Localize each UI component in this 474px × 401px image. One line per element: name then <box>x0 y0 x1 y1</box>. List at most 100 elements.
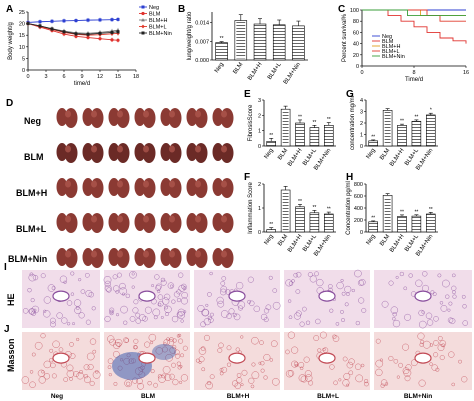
y-tick-label: 1 <box>360 133 363 139</box>
lung-lobe-left <box>56 178 68 196</box>
alveolus <box>217 300 225 308</box>
survival-chart: 0 20 40 60 80 100 0 8 16 Time/d Percent survival% N… <box>342 8 469 83</box>
alveolus <box>418 379 426 387</box>
alveolus <box>164 312 169 317</box>
data-point <box>86 32 90 36</box>
legend-label: Neg <box>382 34 392 40</box>
y-tick-label: 2 <box>360 121 363 127</box>
legend-marker <box>141 5 145 9</box>
bronchiole <box>52 290 70 302</box>
alveolus <box>447 317 454 323</box>
y-tick-label: 100 <box>350 8 359 14</box>
alveolus <box>381 300 389 308</box>
y-tick-label: 1 <box>258 206 261 212</box>
histology-col-label-blm: BLM <box>141 393 155 400</box>
alveolus <box>121 292 125 296</box>
lung-lobe-left <box>82 143 94 161</box>
lung-lobe-left <box>186 213 198 231</box>
alveolus <box>147 380 152 386</box>
alveolus <box>405 364 412 371</box>
alveolus <box>418 320 427 329</box>
alveolus <box>357 279 364 286</box>
alveolus <box>404 375 411 382</box>
significance-label: ** <box>269 133 273 139</box>
data-point <box>98 18 102 22</box>
lung-lobe-right <box>64 108 78 128</box>
alveolus <box>181 283 187 290</box>
alveolus <box>169 337 174 342</box>
alveolus <box>109 309 114 314</box>
lung-lobe-left <box>82 213 94 231</box>
photo-row-label-blm-h: BLM+H <box>16 188 47 198</box>
panel-label-j: J <box>4 324 10 335</box>
alveolus <box>162 366 171 374</box>
bar <box>295 122 305 147</box>
lung-lobe-right <box>90 143 104 163</box>
alveolus <box>61 317 68 324</box>
alveolus <box>169 284 174 288</box>
alveolus <box>103 276 112 284</box>
alveolus <box>399 271 404 277</box>
alveolus <box>228 308 235 315</box>
alveolus <box>329 308 334 313</box>
y-tick-label: 600 <box>354 194 363 200</box>
lung-lobe-left <box>212 108 224 126</box>
lung-highlight <box>195 110 201 118</box>
alveolus <box>448 301 453 306</box>
bar <box>324 213 334 233</box>
alveolus <box>209 271 213 276</box>
data-point <box>98 31 102 35</box>
bar <box>426 213 436 233</box>
alveolus <box>287 299 292 303</box>
alveolus <box>293 312 302 320</box>
alveolus <box>392 319 401 328</box>
alveolus <box>70 292 75 296</box>
lung-lobe-right <box>168 108 182 128</box>
alveolus <box>69 353 76 359</box>
lung-lobe-left <box>134 108 146 126</box>
alveolus <box>76 337 80 342</box>
y-tick-label: 0.000 <box>195 58 209 64</box>
alveolus <box>201 308 209 317</box>
alveolus <box>300 375 308 383</box>
x-tick-label: 0 <box>26 74 29 80</box>
alveolus <box>107 365 112 370</box>
photo-row-label-blm-l: BLM+L <box>16 224 47 234</box>
alveolus <box>263 353 271 362</box>
lung-lobe-left <box>108 248 120 266</box>
alveolus <box>104 315 111 323</box>
lung-lobe-right <box>220 213 234 233</box>
alveolus <box>218 342 224 349</box>
alveolus <box>163 342 167 346</box>
alveolus <box>78 312 85 319</box>
alveolus <box>390 306 399 314</box>
lung-lobe-right <box>142 108 156 128</box>
lung-lobe-right <box>116 213 130 233</box>
alveolus <box>66 370 75 378</box>
alveolus <box>30 298 35 303</box>
bar <box>397 216 407 233</box>
alveolus <box>293 361 299 367</box>
bar <box>309 127 320 147</box>
category-label: Neg <box>214 62 225 74</box>
alveolus <box>178 338 184 344</box>
alveolus <box>40 333 46 339</box>
lung-lobe-left <box>134 213 146 231</box>
alveolus <box>158 375 166 383</box>
alveolus <box>135 318 142 324</box>
alveolus <box>126 381 131 386</box>
lung-lobe-right <box>64 213 78 233</box>
alveolus <box>119 287 128 296</box>
alveolus <box>433 352 439 358</box>
alveolus <box>106 287 112 293</box>
survival-curve <box>362 9 467 44</box>
alveolus <box>115 313 120 317</box>
alveolus <box>398 362 404 368</box>
collagen-region <box>152 344 176 360</box>
alveolus <box>138 314 146 322</box>
bar <box>292 25 305 61</box>
lung-lobe-right <box>116 178 130 198</box>
category-label: BLM <box>277 148 289 162</box>
